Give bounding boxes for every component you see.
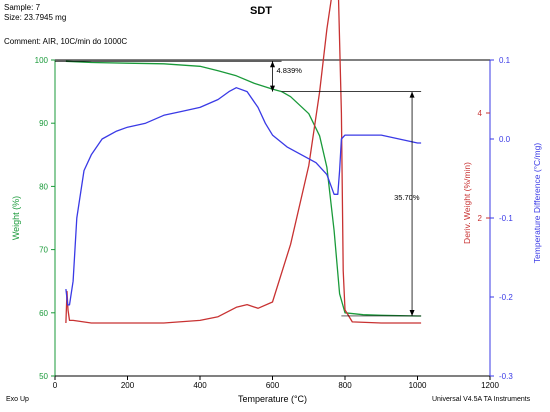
weight-curve <box>65 60 422 317</box>
temp-diff-tick-label: -0.3 <box>499 372 513 381</box>
software-label: Universal V4.5A TA Instruments <box>432 396 531 403</box>
x-tick-label: 1000 <box>409 381 427 390</box>
weight-loss-annotation: 35.70% <box>394 193 420 202</box>
exo-up-label: Exo Up <box>6 396 29 403</box>
x-tick-label: 1200 <box>481 381 499 390</box>
weight-tick-label: 100 <box>35 56 49 65</box>
sample-label: Sample: 7 <box>4 3 41 12</box>
x-tick-label: 800 <box>338 381 352 390</box>
comment-label: Comment: AIR, 10C/min do 1000C <box>4 37 128 46</box>
x-tick-label: 0 <box>53 381 58 390</box>
weight-axis-label: Weight (%) <box>11 196 21 240</box>
x-tick-label: 400 <box>193 381 207 390</box>
temp-diff-tick-label: -0.2 <box>499 293 513 302</box>
x-axis-label: Temperature (°C) <box>238 394 307 404</box>
step-1-arrow-down <box>270 85 275 92</box>
temp-diff-curve <box>65 87 422 306</box>
step-1-arrow-up <box>270 61 275 68</box>
chart-title: SDT <box>250 5 272 17</box>
size-label: Size: 23.7945 mg <box>4 13 67 22</box>
temp-diff-tick-label: 0.1 <box>499 56 511 65</box>
weight-tick-label: 50 <box>39 372 48 381</box>
temp-diff-axis-label: Temperature Difference (°C/mg) <box>532 143 542 264</box>
temp-diff-tick-label: -0.1 <box>499 214 513 223</box>
deriv-axis-label: Deriv. Weight (%/min) <box>462 162 472 244</box>
deriv-weight-curve <box>65 0 422 324</box>
deriv-tick-label: 2 <box>478 214 483 223</box>
x-tick-label: 600 <box>266 381 280 390</box>
step-2-arrow-down <box>409 309 415 316</box>
weight-tick-label: 90 <box>39 119 48 128</box>
weight-tick-label: 60 <box>39 309 48 318</box>
weight-tick-label: 70 <box>39 246 48 255</box>
step-2-arrow-up <box>409 91 415 98</box>
x-tick-label: 200 <box>121 381 135 390</box>
weight-loss-annotation: 4.839% <box>277 66 303 75</box>
temp-diff-tick-label: 0.0 <box>499 135 511 144</box>
weight-tick-label: 80 <box>39 182 48 191</box>
deriv-tick-label: 4 <box>478 109 483 118</box>
